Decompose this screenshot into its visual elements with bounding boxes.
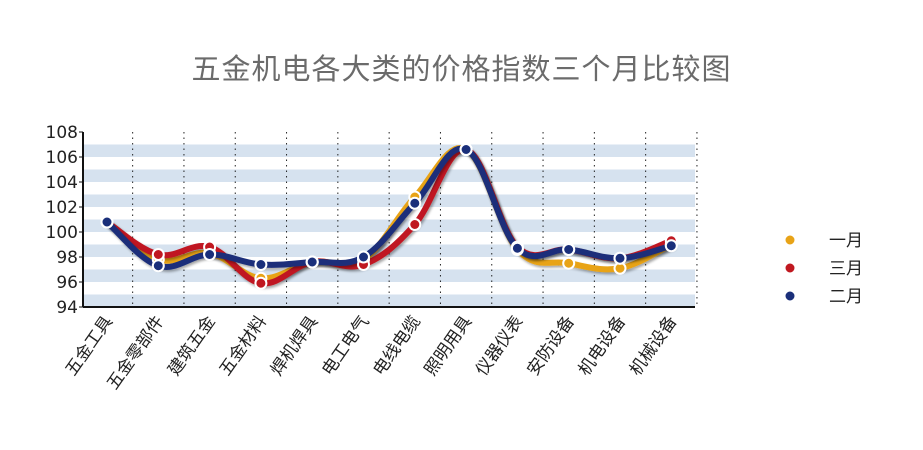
data-point-二月 [459, 143, 473, 156]
data-point-二月 [408, 196, 422, 210]
data-point-三月 [254, 276, 268, 290]
x-tick-label: 电工电气 [318, 312, 373, 379]
grid-band [83, 169, 695, 182]
y-tick-label: 96 [56, 273, 78, 293]
grid-band [83, 157, 695, 170]
x-tick-label: 照明用具 [421, 312, 476, 379]
series-points [100, 143, 678, 290]
x-tick-label: 五金工具 [62, 312, 117, 379]
data-point-二月 [203, 248, 217, 261]
y-tick-label: 98 [56, 248, 78, 268]
data-point-二月 [100, 215, 114, 229]
y-tick-label: 108 [46, 123, 78, 143]
grid-band [83, 194, 695, 207]
x-tick-label: 机械设备 [626, 312, 681, 379]
chart-title: 五金机电各大类的价格指数三个月比较图 [191, 52, 732, 86]
grid-band [83, 282, 695, 295]
legend-label: 三月 [829, 259, 863, 279]
data-point-二月 [357, 250, 370, 264]
legend-swatch-marker [783, 233, 797, 247]
data-point-二月 [613, 251, 627, 265]
x-tick-label: 五金材料 [216, 312, 271, 379]
x-tick-label: 建筑五金 [164, 312, 219, 379]
legend-swatch-marker [783, 261, 797, 275]
x-tick-label: 电线电缆 [370, 312, 425, 379]
grid-band [83, 207, 695, 220]
grid-band [83, 144, 695, 157]
data-point-一月 [562, 256, 576, 270]
y-tick-label: 102 [46, 198, 78, 218]
legend-label: 一月 [829, 231, 863, 251]
y-tick-label: 104 [46, 173, 78, 193]
x-tick-label: 仪器仪表 [472, 312, 527, 379]
data-point-二月 [562, 243, 576, 256]
legend-label: 二月 [829, 287, 863, 307]
x-tick-label: 安防设备 [523, 312, 578, 379]
grid-band [83, 294, 695, 307]
data-point-二月 [305, 255, 319, 269]
data-point-二月 [664, 239, 678, 253]
data-point-三月 [151, 248, 165, 261]
y-tick-label: 106 [46, 148, 78, 168]
data-point-二月 [151, 259, 165, 273]
x-tick-label: 机电设备 [575, 312, 630, 379]
y-tick-label: 94 [56, 298, 78, 318]
x-tick-labels: 五金工具五金零部件建筑五金五金材料焊机焊具电工电气电线电缆照明用具仪器仪表安防设… [62, 312, 682, 393]
axes [79, 131, 695, 308]
grid-band [83, 232, 695, 245]
y-tick-label: 100 [46, 223, 78, 243]
data-point-三月 [408, 218, 422, 231]
x-tick-label: 焊机焊具 [267, 312, 322, 379]
y-tick-labels: 94 96 98 100 102 104 106 108 [46, 123, 78, 318]
data-point-二月 [510, 241, 524, 255]
legend-swatch-marker [783, 289, 797, 303]
data-point-二月 [254, 258, 268, 271]
